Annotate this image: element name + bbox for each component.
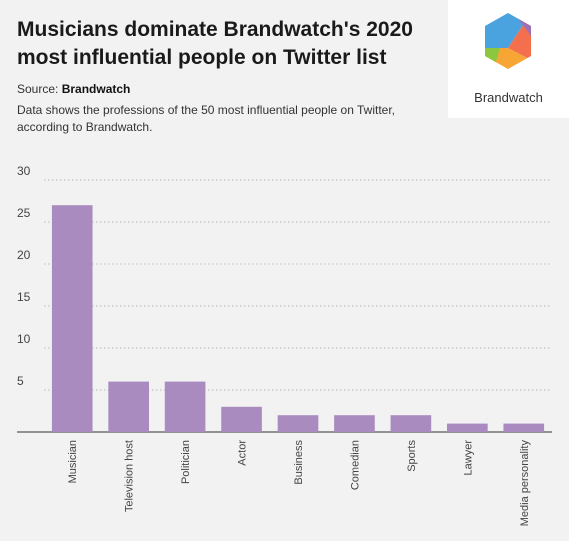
y-tick-label: 25 (17, 206, 31, 220)
bar (334, 415, 375, 432)
y-tick-label: 20 (17, 248, 31, 262)
chart-description: Data shows the professions of the 50 mos… (17, 103, 395, 134)
bar (51, 205, 93, 432)
bar (221, 406, 262, 432)
bar (277, 415, 319, 432)
y-tick-label: 15 (17, 290, 31, 304)
x-tick-label: Media personality (519, 440, 531, 527)
x-tick-label: Actor (237, 440, 249, 466)
bar (390, 415, 432, 432)
source-name: Brandwatch (61, 82, 131, 96)
x-tick-label: Sports (406, 440, 418, 472)
brandwatch-logo-icon (485, 13, 531, 69)
bar (447, 423, 488, 432)
source-line: Source: Brandwatch (17, 82, 130, 96)
source-prefix: Source: (17, 82, 62, 96)
bar (164, 381, 206, 432)
x-tick-label: Musician (67, 440, 79, 483)
x-tick-label: Politician (180, 440, 192, 484)
bar (503, 423, 545, 432)
y-tick-label: 30 (17, 164, 31, 178)
y-tick-label: 10 (17, 332, 31, 346)
brandwatch-logo-text: Brandwatch (474, 90, 543, 105)
x-tick-label: Comedian (349, 440, 361, 490)
y-tick-label: 5 (17, 374, 24, 388)
x-tick-label: Business (293, 440, 305, 485)
bar (108, 381, 149, 432)
brandwatch-logo: Brandwatch (448, 0, 569, 118)
x-tick-label: Lawyer (462, 440, 474, 476)
x-tick-label: Television host (124, 440, 136, 512)
chart-title: Musicians dominate Brandwatch's 2020 mos… (17, 18, 413, 69)
